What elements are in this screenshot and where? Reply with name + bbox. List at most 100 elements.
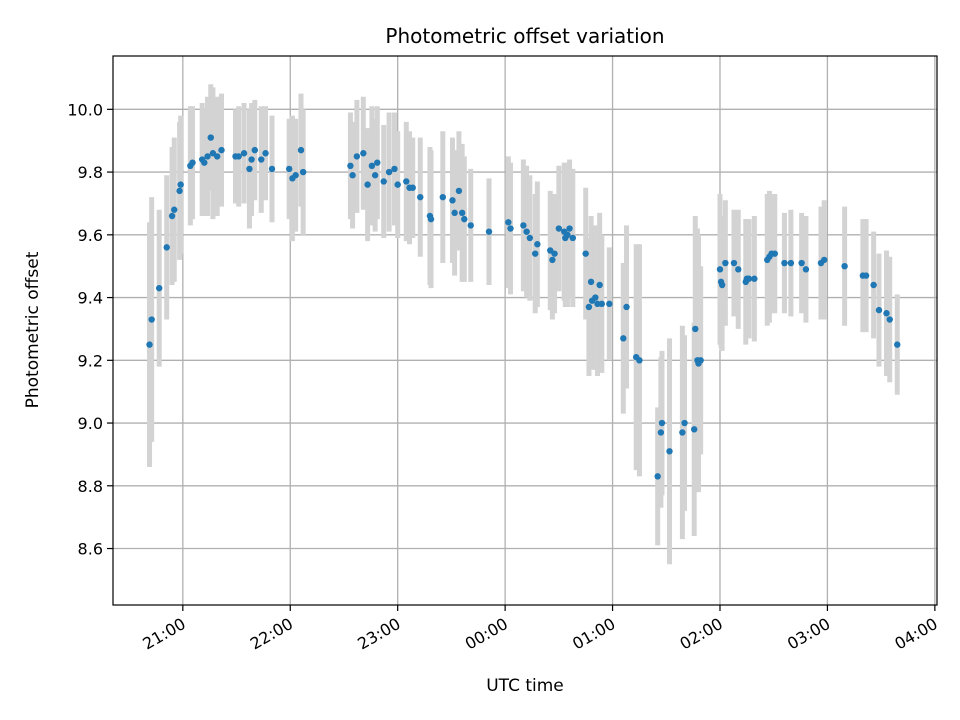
data-point bbox=[505, 219, 512, 226]
data-point bbox=[598, 300, 606, 308]
data-point bbox=[582, 250, 589, 257]
data-point bbox=[455, 187, 463, 195]
data-point bbox=[523, 228, 530, 235]
data-point bbox=[268, 165, 276, 173]
data-point bbox=[347, 162, 354, 169]
y-axis-label: Photometric offset bbox=[23, 251, 43, 408]
data-point bbox=[781, 259, 788, 267]
data-point bbox=[176, 187, 183, 195]
data-point bbox=[168, 212, 176, 220]
data-point bbox=[862, 272, 870, 279]
data-point bbox=[155, 284, 163, 292]
data-point bbox=[349, 172, 356, 179]
data-point bbox=[636, 357, 643, 364]
data-point bbox=[692, 325, 699, 333]
data-point bbox=[368, 162, 376, 169]
data-point bbox=[391, 165, 398, 173]
data-point bbox=[841, 262, 848, 270]
data-point bbox=[722, 259, 729, 267]
data-point bbox=[798, 259, 805, 267]
data-point bbox=[374, 159, 381, 166]
data-point bbox=[718, 281, 726, 289]
data-point bbox=[235, 153, 242, 160]
data-point bbox=[285, 165, 293, 173]
data-point bbox=[681, 419, 688, 427]
data-point bbox=[246, 165, 253, 173]
data-point bbox=[380, 178, 387, 185]
data-point bbox=[467, 222, 474, 229]
data-point bbox=[520, 222, 527, 229]
data-point bbox=[886, 316, 893, 323]
data-point bbox=[146, 341, 153, 348]
data-point bbox=[297, 146, 305, 154]
data-point bbox=[820, 256, 828, 264]
data-point bbox=[620, 335, 627, 342]
x-axis-label: UTC time bbox=[486, 676, 564, 696]
data-point bbox=[507, 225, 514, 232]
chart-title: Photometric offset variation bbox=[385, 24, 664, 48]
data-point bbox=[177, 181, 184, 188]
data-point bbox=[461, 215, 468, 223]
data-point bbox=[658, 419, 666, 427]
data-point bbox=[697, 357, 704, 364]
data-point bbox=[585, 303, 593, 311]
y-tick-label: 10.0 bbox=[67, 100, 103, 119]
data-point bbox=[566, 225, 573, 232]
data-point bbox=[148, 316, 155, 323]
plot-area-frame bbox=[112, 55, 938, 606]
data-point bbox=[360, 150, 367, 157]
y-tick-label: 9.8 bbox=[78, 163, 103, 182]
data-point bbox=[364, 181, 371, 188]
data-point bbox=[371, 172, 379, 179]
data-point bbox=[258, 156, 265, 163]
y-tick-label: 8.6 bbox=[78, 540, 103, 559]
data-point bbox=[787, 259, 795, 267]
data-point bbox=[883, 310, 890, 317]
y-axis-ticks: 8.6 8.8 9.0 9.2 9.4 9.6 9.8 10.0 bbox=[67, 100, 113, 559]
data-point bbox=[409, 184, 416, 191]
data-point bbox=[691, 426, 698, 433]
data-point bbox=[526, 234, 534, 242]
data-point bbox=[171, 206, 178, 213]
data-point bbox=[394, 181, 401, 188]
data-point bbox=[569, 234, 577, 242]
data-point bbox=[606, 300, 613, 308]
data-point bbox=[439, 193, 447, 201]
data-point bbox=[666, 448, 673, 455]
data-point bbox=[214, 153, 221, 160]
data-point bbox=[802, 266, 810, 273]
data-point bbox=[353, 153, 361, 160]
data-point bbox=[894, 341, 901, 348]
data-point bbox=[240, 150, 248, 157]
data-point bbox=[679, 429, 686, 436]
data-point bbox=[592, 294, 599, 301]
y-tick-label: 9.4 bbox=[78, 289, 103, 308]
data-point bbox=[204, 153, 211, 160]
data-points bbox=[146, 134, 901, 480]
data-point bbox=[163, 244, 170, 251]
data-point bbox=[201, 159, 208, 166]
y-tick-label: 9.0 bbox=[78, 414, 103, 433]
data-point bbox=[449, 197, 456, 204]
data-point bbox=[207, 134, 214, 141]
data-point bbox=[596, 281, 603, 289]
data-point bbox=[299, 168, 307, 176]
data-point bbox=[555, 225, 563, 232]
data-point bbox=[549, 256, 556, 264]
data-point bbox=[534, 241, 541, 248]
data-point bbox=[587, 278, 595, 286]
y-tick-label: 8.8 bbox=[78, 477, 103, 496]
data-point bbox=[427, 215, 435, 223]
data-point bbox=[745, 275, 753, 282]
data-point bbox=[485, 228, 493, 235]
data-point bbox=[551, 250, 558, 257]
data-point bbox=[218, 146, 225, 154]
data-point bbox=[403, 178, 410, 185]
data-point bbox=[657, 429, 665, 436]
data-point bbox=[654, 473, 661, 480]
data-point bbox=[623, 303, 630, 311]
data-point bbox=[564, 231, 571, 239]
data-point bbox=[458, 209, 466, 217]
data-point bbox=[262, 150, 269, 157]
